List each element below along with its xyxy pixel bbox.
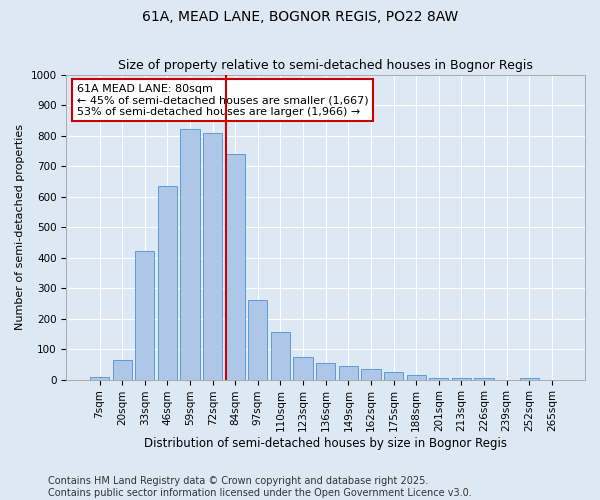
Bar: [135, 252, 154, 380]
Bar: [271, 332, 290, 380]
Y-axis label: Number of semi-detached properties: Number of semi-detached properties: [15, 124, 25, 330]
Text: 61A MEAD LANE: 80sqm
← 45% of semi-detached houses are smaller (1,667)
53% of se: 61A MEAD LANE: 80sqm ← 45% of semi-detac…: [77, 84, 368, 117]
Bar: [316, 363, 335, 380]
Bar: [203, 132, 222, 380]
Bar: [293, 356, 313, 380]
Bar: [248, 300, 268, 380]
Text: 61A, MEAD LANE, BOGNOR REGIS, PO22 8AW: 61A, MEAD LANE, BOGNOR REGIS, PO22 8AW: [142, 10, 458, 24]
Bar: [113, 360, 132, 380]
Bar: [158, 186, 177, 380]
Text: Contains HM Land Registry data © Crown copyright and database right 2025.
Contai: Contains HM Land Registry data © Crown c…: [48, 476, 472, 498]
Bar: [475, 378, 494, 380]
Bar: [361, 369, 380, 380]
Bar: [452, 378, 471, 380]
Bar: [429, 378, 448, 380]
Bar: [339, 366, 358, 380]
Bar: [181, 130, 200, 380]
Bar: [90, 376, 109, 380]
X-axis label: Distribution of semi-detached houses by size in Bognor Regis: Distribution of semi-detached houses by …: [144, 437, 507, 450]
Bar: [407, 375, 426, 380]
Bar: [226, 154, 245, 380]
Title: Size of property relative to semi-detached houses in Bognor Regis: Size of property relative to semi-detach…: [118, 59, 533, 72]
Bar: [520, 378, 539, 380]
Bar: [384, 372, 403, 380]
